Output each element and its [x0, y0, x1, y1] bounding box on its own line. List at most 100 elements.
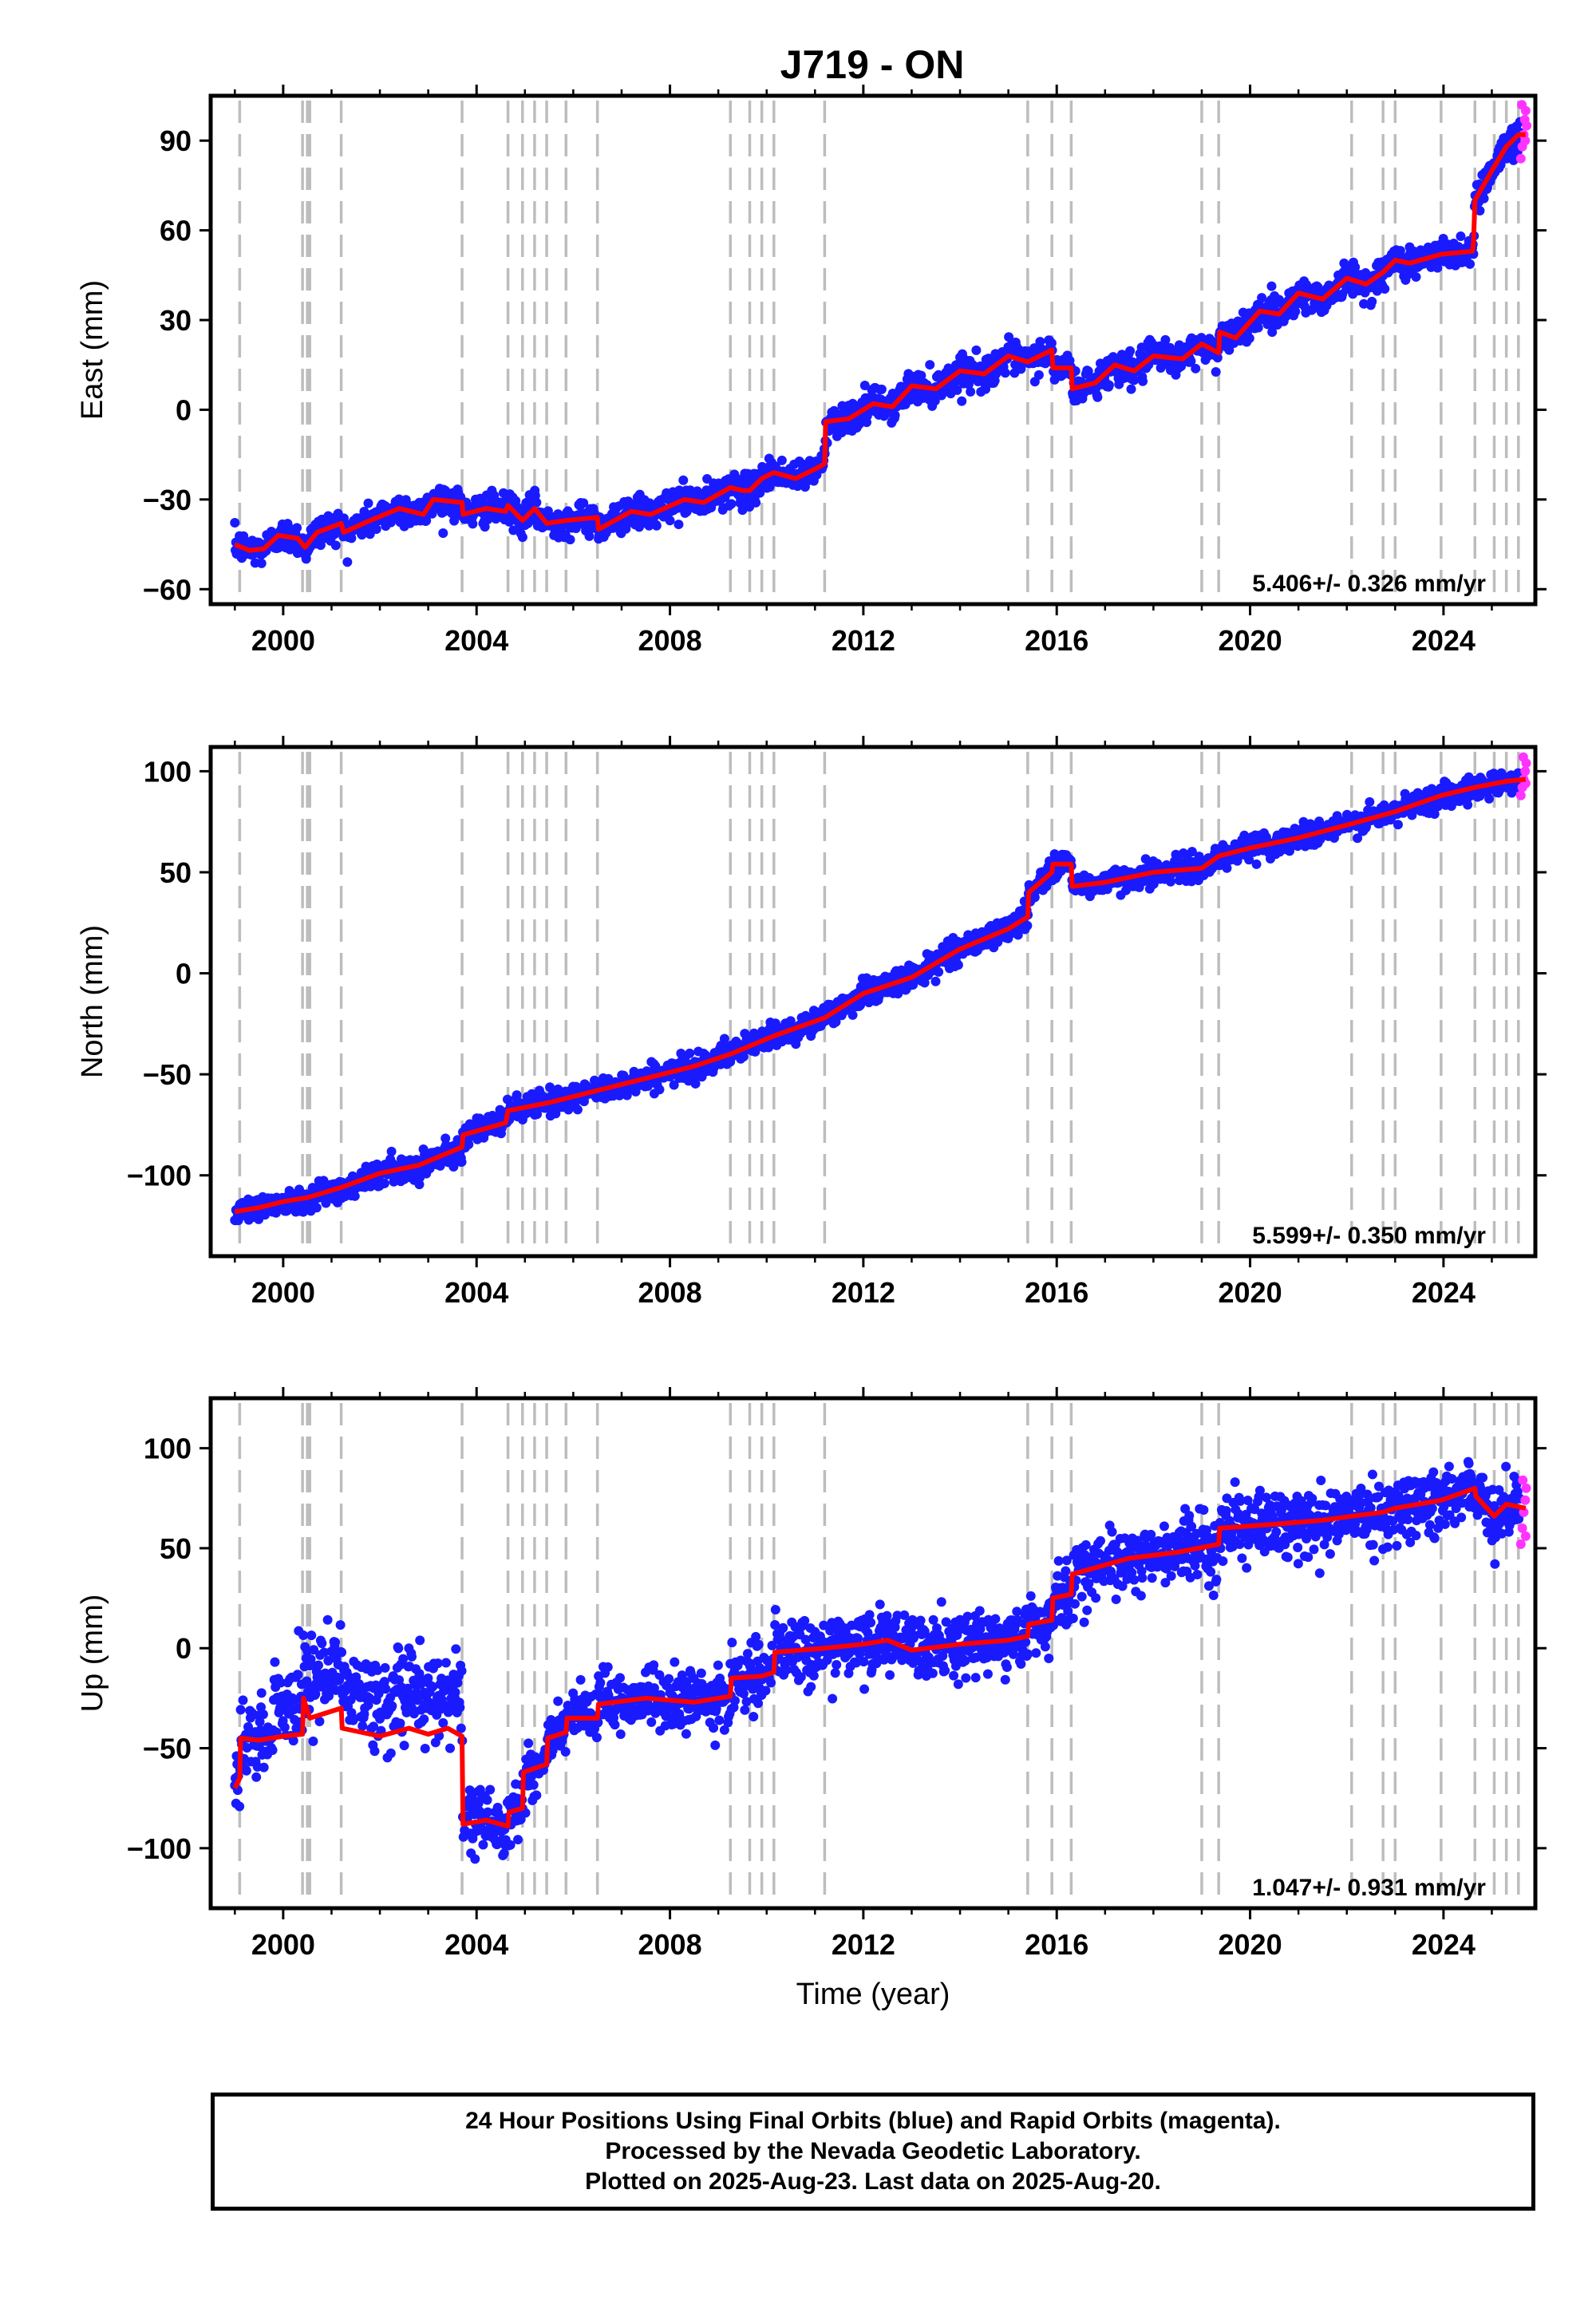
- data-point: [342, 557, 353, 567]
- data-point: [531, 497, 542, 508]
- figure-title: J719 - ON: [780, 42, 965, 87]
- rapid-point: [1515, 153, 1526, 164]
- data-point: [690, 1078, 701, 1089]
- data-point: [311, 1203, 322, 1213]
- data-point: [1040, 358, 1050, 369]
- data-point: [532, 1109, 543, 1120]
- data-point: [855, 1000, 866, 1010]
- data-point: [235, 1801, 245, 1812]
- data-point: [358, 1721, 368, 1731]
- data-point: [288, 1736, 298, 1746]
- data-point: [310, 1689, 321, 1699]
- data-point: [1395, 246, 1405, 256]
- rapid-point: [1520, 766, 1531, 777]
- x-tick-label: 2004: [444, 624, 508, 657]
- y-tick-label: 30: [160, 304, 192, 337]
- data-point: [256, 1702, 267, 1713]
- y-tick-label: 90: [160, 124, 192, 157]
- data-point: [393, 1643, 404, 1654]
- y-tick-label: 100: [144, 755, 192, 788]
- data-point: [1432, 263, 1443, 273]
- data-point: [1475, 205, 1485, 215]
- data-point: [930, 976, 941, 986]
- data-point: [421, 516, 432, 526]
- data-point: [1253, 322, 1263, 333]
- model-line: [234, 132, 1526, 553]
- y-tick-label: 0: [176, 393, 192, 426]
- y-tick-label: −60: [143, 573, 192, 606]
- x-tick-label: 2016: [1025, 624, 1088, 657]
- data-point: [238, 1695, 248, 1705]
- data-point: [1380, 283, 1390, 294]
- data-point: [317, 1638, 327, 1649]
- rapid-point: [1520, 136, 1531, 146]
- final-orbit-points: [230, 100, 1532, 568]
- data-point: [256, 558, 267, 568]
- data-point: [847, 1010, 858, 1020]
- data-point: [1222, 863, 1232, 873]
- x-tick-label: 2012: [832, 1276, 895, 1309]
- x-tick-label: 2024: [1412, 624, 1476, 657]
- x-tick-label: 2000: [251, 624, 315, 657]
- data-point: [674, 520, 684, 530]
- data-point: [380, 1662, 390, 1673]
- data-point: [1257, 293, 1267, 303]
- x-tick-label: 2008: [638, 1276, 702, 1309]
- data-point: [468, 519, 478, 529]
- rapid-point: [1518, 752, 1528, 762]
- final-orbit-points: [230, 1456, 1531, 1864]
- rapid-point: [1517, 100, 1527, 110]
- data-point: [1456, 231, 1466, 242]
- data-point: [654, 1085, 665, 1095]
- data-point: [298, 1630, 309, 1641]
- data-point: [309, 1645, 319, 1655]
- y-tick-label: 0: [176, 958, 192, 990]
- x-tick-label: 2016: [1025, 1276, 1088, 1309]
- data-point: [335, 1620, 346, 1630]
- data-point: [971, 345, 982, 355]
- data-point: [1212, 353, 1223, 363]
- data-point: [363, 498, 373, 508]
- plot-frame: [208, 93, 1538, 607]
- data-point: [952, 385, 962, 395]
- data-point: [314, 1717, 325, 1727]
- data-point: [381, 1684, 391, 1694]
- data-point: [385, 1748, 396, 1758]
- rapid-point: [1515, 790, 1526, 800]
- x-tick-label: 2012: [832, 624, 895, 657]
- up-panel: 2000 2004 2008 2012 2016 2020 2024−100−5005010…: [76, 1387, 1547, 2011]
- data-point: [1083, 366, 1093, 377]
- data-point: [1191, 363, 1201, 373]
- data-point: [322, 1614, 333, 1625]
- data-point: [230, 518, 240, 528]
- data-point: [1092, 392, 1103, 402]
- data-point: [517, 532, 527, 543]
- data-point: [890, 410, 900, 421]
- data-point: [337, 1647, 347, 1658]
- data-point: [323, 1656, 334, 1666]
- data-point: [579, 498, 589, 508]
- data-point: [930, 396, 940, 406]
- data-point: [1266, 281, 1277, 291]
- data-point: [414, 1180, 425, 1190]
- data-point: [981, 384, 991, 394]
- data-point: [678, 475, 689, 485]
- data-point: [241, 1765, 251, 1776]
- data-point: [565, 535, 575, 545]
- rapid-point: [1522, 121, 1532, 131]
- y-tick-label: −100: [127, 1160, 192, 1192]
- data-point: [665, 516, 675, 526]
- data-point: [1016, 364, 1026, 374]
- data-point: [1267, 327, 1278, 338]
- data-point: [1224, 345, 1235, 355]
- data-point: [512, 1090, 522, 1101]
- y-axis-label: North (mm): [76, 925, 109, 1078]
- velocity-annotation: 5.406+/- 0.326 mm/yr: [1252, 571, 1486, 597]
- data-point: [719, 1034, 729, 1044]
- data-point: [530, 490, 540, 500]
- east-panel: 2000 2004 2008 2012 2016 2020 2024−60−30030609…: [76, 85, 1547, 657]
- data-point: [258, 1709, 268, 1720]
- data-point: [1000, 368, 1010, 378]
- data-point: [651, 520, 662, 531]
